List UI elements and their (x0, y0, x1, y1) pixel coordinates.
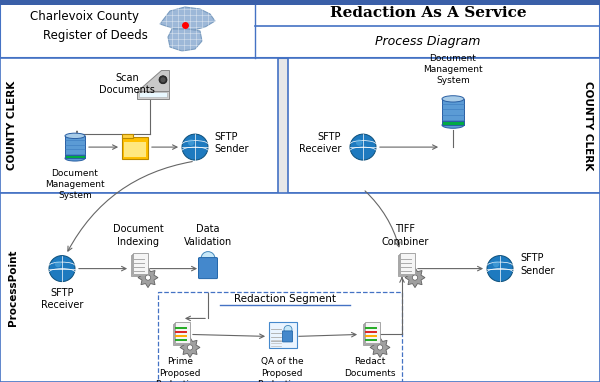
Bar (158, 292, 402, 382)
Text: Scan
Documents: Scan Documents (99, 73, 155, 95)
Ellipse shape (65, 133, 85, 139)
Text: Redaction As A Service: Redaction As A Service (329, 6, 526, 20)
FancyBboxPatch shape (122, 134, 133, 138)
Bar (442, 121, 464, 125)
Text: TIFF
Combiner: TIFF Combiner (382, 224, 428, 247)
Text: SFTP
Sender: SFTP Sender (520, 253, 554, 276)
Bar (0, 0, 600, 5)
Text: Process Diagram: Process Diagram (376, 35, 481, 48)
Text: SFTP
Receiver: SFTP Receiver (41, 288, 83, 310)
Bar (0, 193, 600, 382)
Circle shape (145, 275, 151, 280)
FancyBboxPatch shape (131, 254, 146, 275)
Bar (0, 58, 278, 193)
Polygon shape (160, 7, 215, 31)
Bar (288, 58, 600, 193)
Text: Redaction Segment: Redaction Segment (234, 295, 336, 304)
Ellipse shape (442, 96, 464, 102)
Circle shape (493, 261, 499, 267)
Text: COUNTY CLERK: COUNTY CLERK (583, 81, 593, 170)
Text: Redact
Documents: Redact Documents (344, 358, 396, 377)
Circle shape (161, 77, 166, 82)
Text: Data
Validation: Data Validation (184, 224, 232, 247)
Circle shape (377, 345, 383, 350)
Circle shape (284, 325, 292, 333)
Text: Charlevoix County: Charlevoix County (31, 10, 139, 23)
Ellipse shape (442, 122, 464, 128)
FancyBboxPatch shape (124, 142, 146, 157)
Text: Document
Management
System: Document Management System (45, 169, 105, 200)
FancyBboxPatch shape (132, 254, 147, 275)
Polygon shape (168, 29, 202, 51)
FancyBboxPatch shape (174, 324, 189, 345)
FancyBboxPatch shape (139, 92, 167, 97)
FancyBboxPatch shape (363, 324, 378, 345)
Text: SFTP
Sender: SFTP Sender (214, 132, 248, 154)
Polygon shape (138, 268, 158, 288)
Polygon shape (370, 337, 390, 358)
Circle shape (412, 275, 418, 280)
Text: Prime
Proposed
Redactions: Prime Proposed Redactions (155, 358, 205, 382)
FancyBboxPatch shape (364, 324, 379, 345)
FancyBboxPatch shape (400, 253, 415, 274)
Circle shape (350, 134, 376, 160)
Text: SFTP
Receiver: SFTP Receiver (299, 132, 341, 154)
FancyBboxPatch shape (398, 254, 413, 275)
FancyBboxPatch shape (269, 322, 297, 348)
Bar (442, 99, 464, 125)
Text: Register of Deeds: Register of Deeds (43, 29, 148, 42)
Bar (0, 0, 600, 58)
Text: Document
Management
System: Document Management System (423, 54, 483, 85)
FancyBboxPatch shape (173, 324, 188, 345)
Circle shape (187, 345, 193, 350)
FancyBboxPatch shape (133, 253, 148, 274)
Circle shape (188, 139, 194, 146)
Circle shape (159, 76, 167, 84)
Polygon shape (137, 70, 169, 91)
Text: Document
Indexing: Document Indexing (113, 224, 163, 247)
Text: COUNTY CLERK: COUNTY CLERK (7, 81, 17, 170)
FancyBboxPatch shape (399, 254, 414, 275)
Circle shape (49, 256, 75, 282)
Circle shape (182, 134, 208, 160)
Polygon shape (180, 337, 200, 358)
Text: ProcessPoint: ProcessPoint (8, 249, 17, 326)
FancyBboxPatch shape (137, 91, 169, 99)
Ellipse shape (65, 155, 85, 161)
Bar (65, 136, 85, 159)
FancyBboxPatch shape (365, 322, 380, 343)
Circle shape (55, 261, 61, 267)
Text: QA of the
Proposed
Redactions: QA of the Proposed Redactions (257, 358, 307, 382)
FancyBboxPatch shape (199, 257, 218, 278)
FancyBboxPatch shape (175, 322, 190, 343)
Bar (65, 155, 85, 159)
FancyBboxPatch shape (122, 137, 148, 159)
Polygon shape (405, 268, 425, 288)
Circle shape (487, 256, 513, 282)
Circle shape (356, 139, 362, 146)
FancyBboxPatch shape (283, 331, 293, 342)
Circle shape (201, 252, 215, 265)
